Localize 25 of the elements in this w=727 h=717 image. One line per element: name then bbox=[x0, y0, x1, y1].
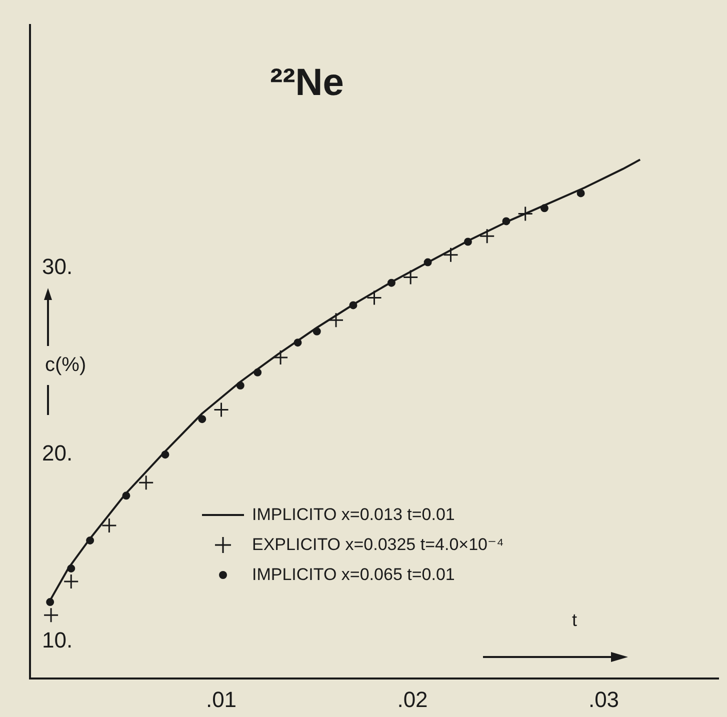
x-tick-label: .02 bbox=[397, 686, 428, 712]
point bbox=[518, 206, 534, 222]
x-tick-label: .03 bbox=[588, 686, 620, 712]
point bbox=[479, 228, 495, 244]
point bbox=[443, 247, 458, 263]
point bbox=[101, 518, 117, 534]
x-tick-label: .01 bbox=[206, 686, 237, 712]
point bbox=[43, 607, 59, 623]
legend-label: EXPLICITO x=0.0325 t=4.0×10⁻⁴ bbox=[252, 534, 504, 556]
point bbox=[214, 402, 229, 418]
y-tick-label: 30. bbox=[42, 254, 73, 279]
legend-label: IMPLICITO x=0.013 t=0.01 bbox=[252, 504, 455, 526]
y-tick-label: 10. bbox=[42, 627, 73, 652]
x-axis-title: t bbox=[572, 610, 578, 631]
text: ²²Ne bbox=[270, 62, 344, 105]
y-tick-label: 20. bbox=[42, 440, 73, 466]
point bbox=[366, 290, 382, 306]
point bbox=[198, 415, 206, 424]
point bbox=[328, 312, 344, 328]
legend-label: IMPLICITO x=0.065 t=0.01 bbox=[252, 564, 455, 586]
y-axis-title: c(%) bbox=[45, 354, 86, 377]
point bbox=[272, 350, 288, 366]
point bbox=[402, 269, 418, 285]
point bbox=[138, 474, 154, 490]
point bbox=[63, 574, 79, 590]
